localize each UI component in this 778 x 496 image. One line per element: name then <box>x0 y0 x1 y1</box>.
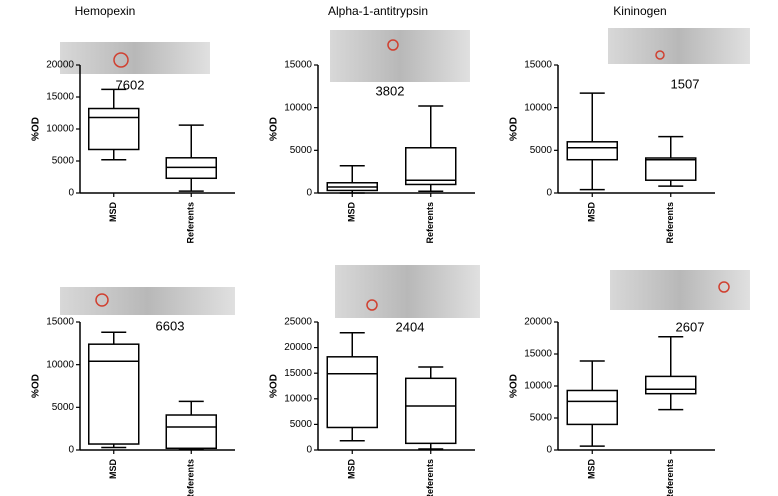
y-tick-label: 10000 <box>46 359 74 370</box>
y-tick-label: 0 <box>546 188 552 199</box>
y-tick-label: 10000 <box>284 393 312 404</box>
gel-image <box>330 30 470 82</box>
y-axis-label: %OD <box>269 374 280 398</box>
y-tick-label: 0 <box>68 445 74 456</box>
y-tick-label: 15000 <box>46 317 74 328</box>
box <box>326 356 378 429</box>
y-tick-label: 20000 <box>46 60 74 71</box>
y-tick-label: 0 <box>306 188 312 199</box>
y-tick-label: 20000 <box>524 317 552 328</box>
y-tick-label: 0 <box>306 445 312 456</box>
y-axis-label: %OD <box>509 374 520 398</box>
x-tick-label: Referents <box>186 202 196 244</box>
box <box>88 343 140 445</box>
x-tick-label: Referents <box>425 202 435 244</box>
y-tick-label: 15000 <box>524 60 552 71</box>
spot-circle <box>387 39 399 51</box>
y-axis-label: %OD <box>269 117 280 141</box>
x-tick-label: MSD <box>347 202 357 223</box>
x-tick-label: MSD <box>587 202 597 223</box>
spot-circle <box>95 293 109 307</box>
y-tick-label: 15000 <box>524 349 552 360</box>
box <box>88 107 140 151</box>
y-tick-label: 5000 <box>52 156 75 167</box>
x-tick-label: MSD <box>347 459 357 480</box>
y-tick-label: 10000 <box>524 381 552 392</box>
spot-annotation: 1507 <box>671 76 700 91</box>
chart-title: Kininogen <box>613 4 666 18</box>
y-tick-label: 5000 <box>52 402 75 413</box>
gel-image <box>335 265 480 318</box>
spot-annotation: 3802 <box>376 83 405 98</box>
y-tick-label: 15000 <box>284 60 312 71</box>
box <box>405 377 457 445</box>
spot-annotation: 7602 <box>116 77 145 92</box>
y-tick-label: 10000 <box>524 102 552 113</box>
spot-circle <box>113 52 129 68</box>
y-axis-label: %OD <box>31 117 42 141</box>
box <box>566 389 618 426</box>
spot-circle <box>655 50 665 60</box>
box <box>645 375 697 395</box>
gel-images <box>60 28 750 318</box>
spot-annotation: 2404 <box>396 319 425 334</box>
gel-image <box>608 28 750 64</box>
box <box>405 147 457 186</box>
y-tick-label: 5000 <box>290 419 313 430</box>
x-tick-label: Referents <box>186 459 196 496</box>
spot-annotation: 6603 <box>156 318 185 333</box>
y-tick-label: 10000 <box>46 124 74 135</box>
y-tick-label: 0 <box>546 445 552 456</box>
y-axis-label: %OD <box>31 374 42 398</box>
y-tick-label: 25000 <box>284 317 312 328</box>
gel-image <box>610 270 750 310</box>
y-tick-label: 0 <box>68 188 74 199</box>
y-tick-label: 15000 <box>46 92 74 103</box>
x-tick-label: Referents <box>425 459 435 496</box>
box <box>566 141 618 161</box>
y-axis-label: %OD <box>509 117 520 141</box>
gel-image <box>60 287 235 315</box>
y-tick-label: 5000 <box>530 145 553 156</box>
x-tick-label: MSD <box>108 202 118 223</box>
chart-title: Alpha-1-antitrypsin <box>328 4 428 18</box>
x-tick-label: MSD <box>587 459 597 480</box>
x-tick-label: MSD <box>108 459 118 480</box>
y-tick-label: 15000 <box>284 368 312 379</box>
x-tick-label: Referents <box>665 202 675 244</box>
spot-annotation: 2607 <box>676 319 705 334</box>
box <box>645 157 697 181</box>
y-tick-label: 5000 <box>530 413 553 424</box>
y-tick-label: 5000 <box>290 145 313 156</box>
spot-circle <box>366 299 378 311</box>
spot-circle <box>718 281 730 293</box>
y-tick-label: 20000 <box>284 342 312 353</box>
box <box>165 414 217 450</box>
gel-image <box>60 42 210 74</box>
chart-title: Hemopexin <box>75 4 136 18</box>
y-tick-label: 10000 <box>284 102 312 113</box>
x-tick-label: Referents <box>665 459 675 496</box>
